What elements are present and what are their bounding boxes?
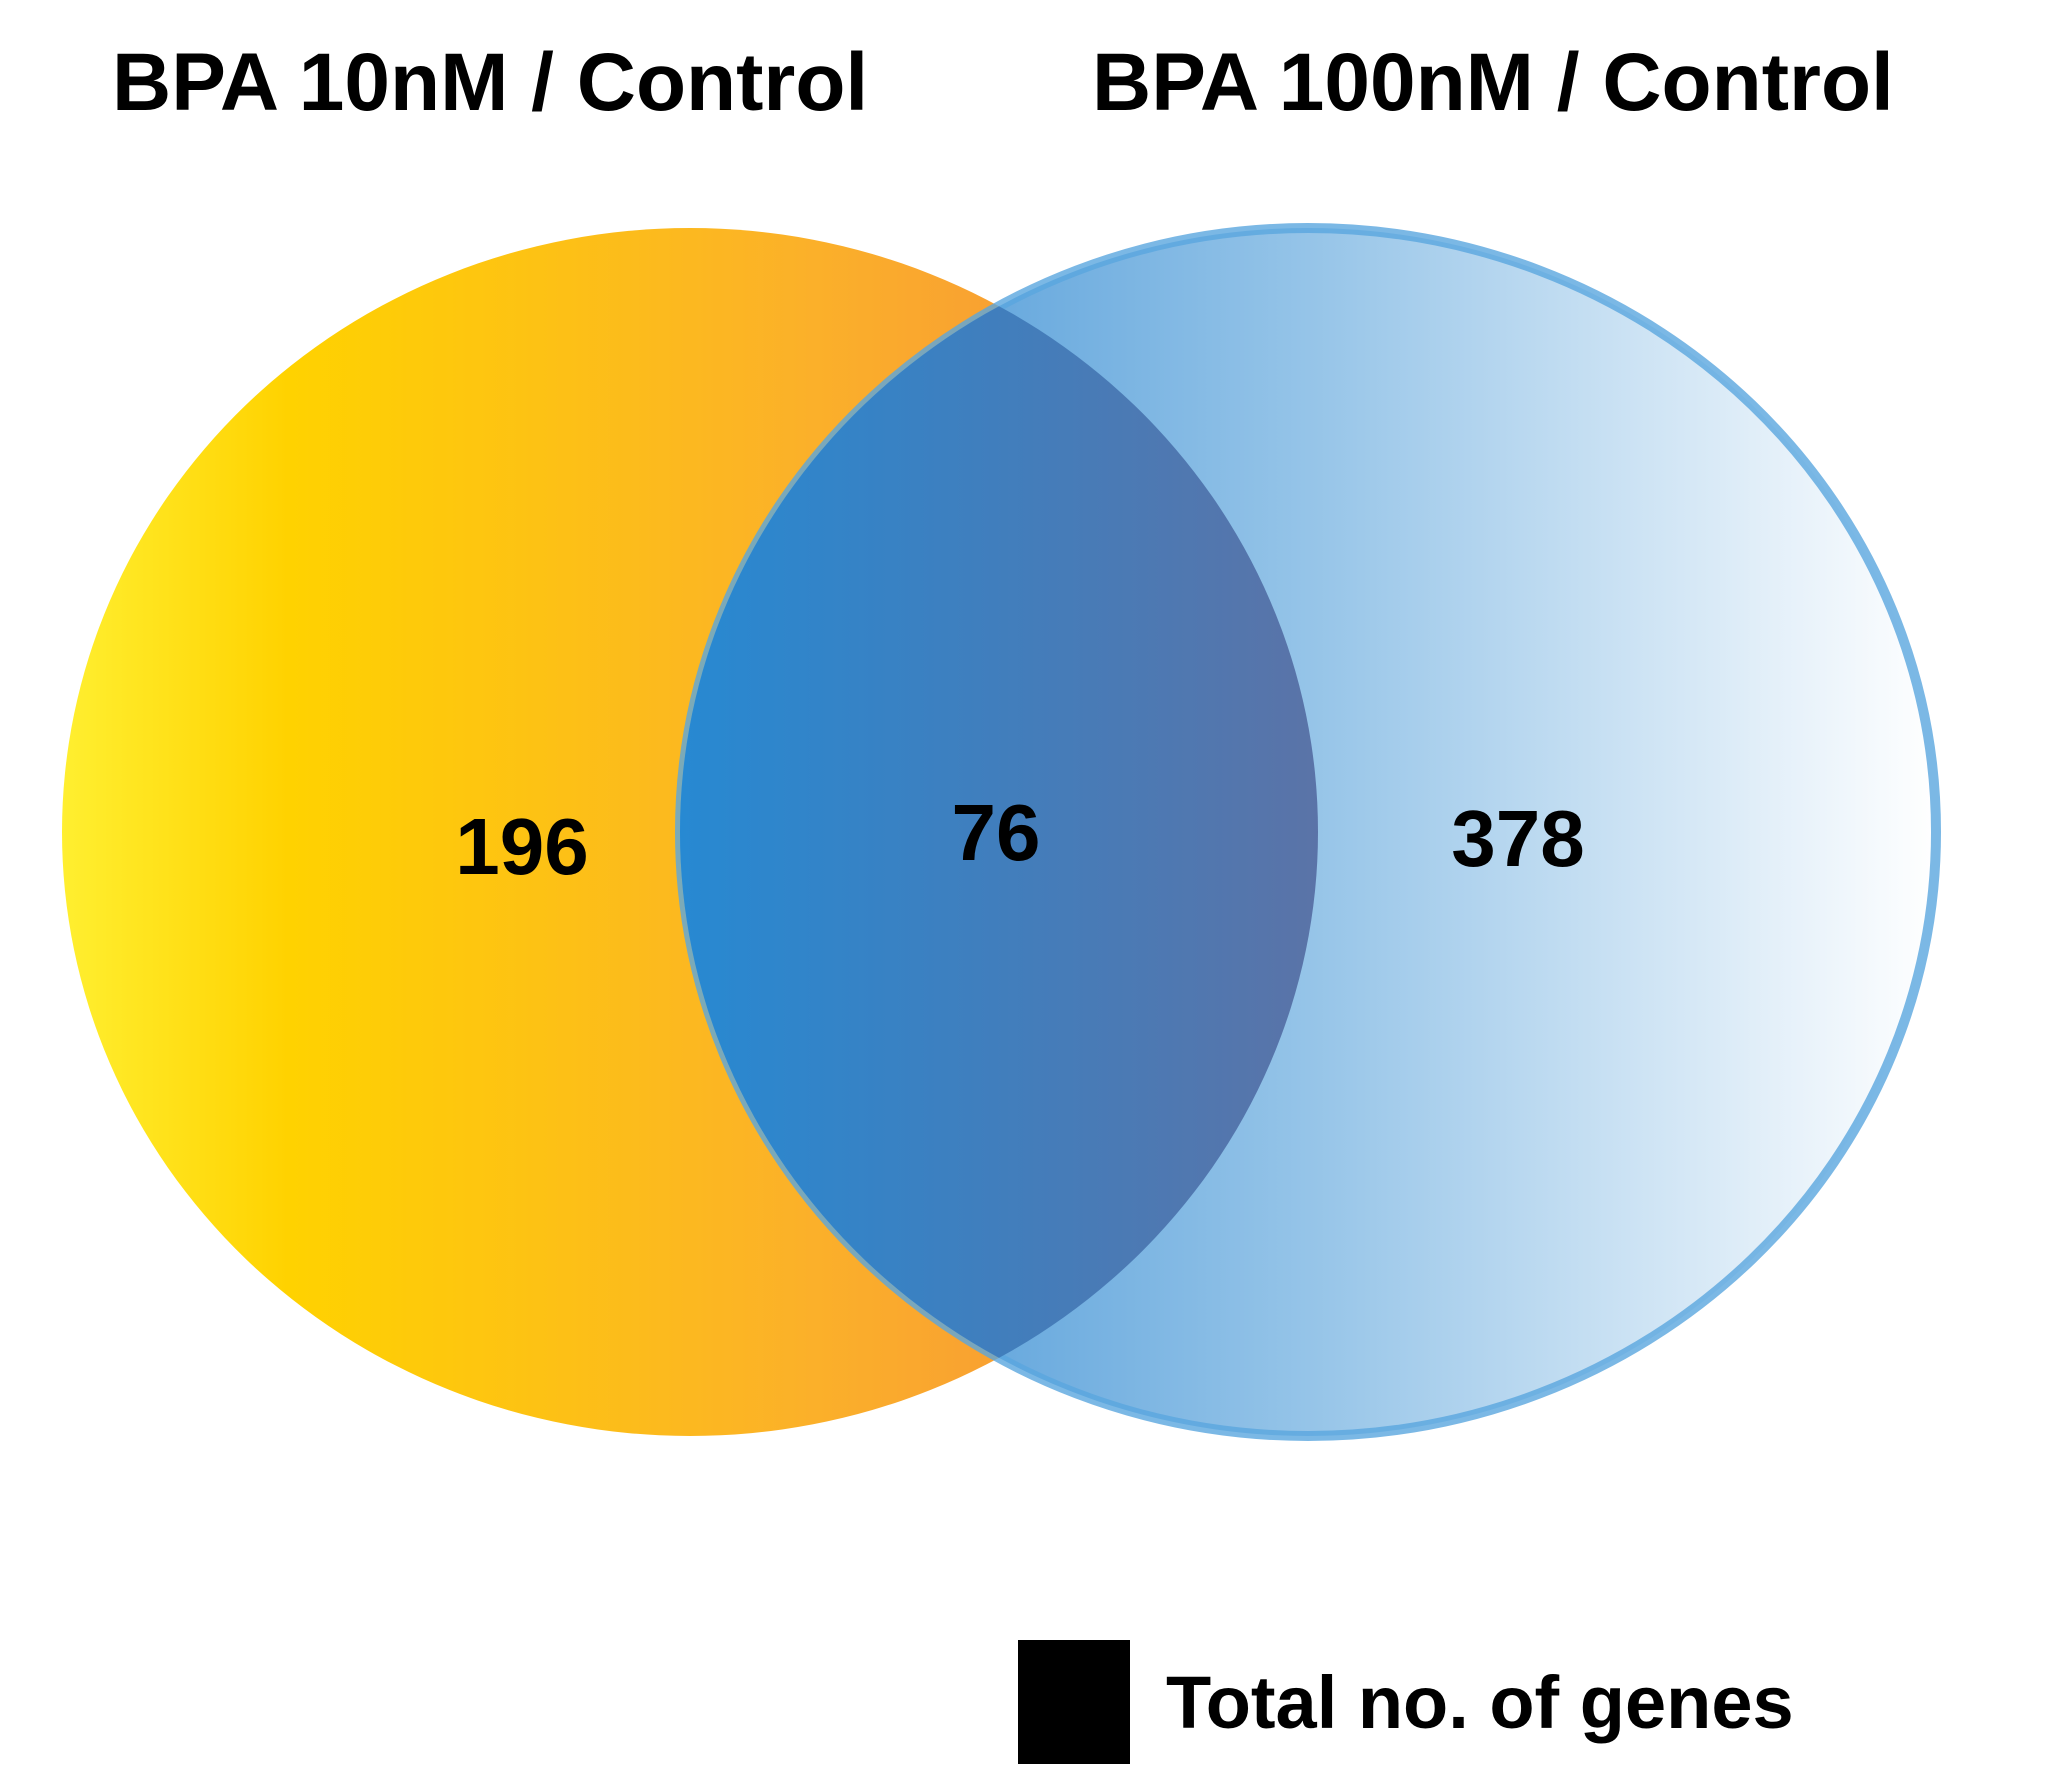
right-set-title: BPA 100nM / Control xyxy=(1092,37,1894,128)
right-only-count: 378 xyxy=(1451,794,1584,883)
legend-swatch xyxy=(1018,1640,1130,1764)
intersection-count: 76 xyxy=(952,788,1041,877)
legend: Total no. of genes xyxy=(1018,1640,1794,1764)
legend-label: Total no. of genes xyxy=(1166,1660,1794,1744)
intersection-region xyxy=(680,228,1318,1436)
left-only-count: 196 xyxy=(455,802,588,891)
left-set-title: BPA 10nM / Control xyxy=(112,37,869,128)
